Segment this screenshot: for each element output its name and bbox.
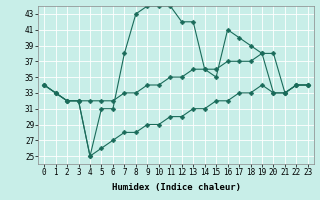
X-axis label: Humidex (Indice chaleur): Humidex (Indice chaleur) [111,183,241,192]
